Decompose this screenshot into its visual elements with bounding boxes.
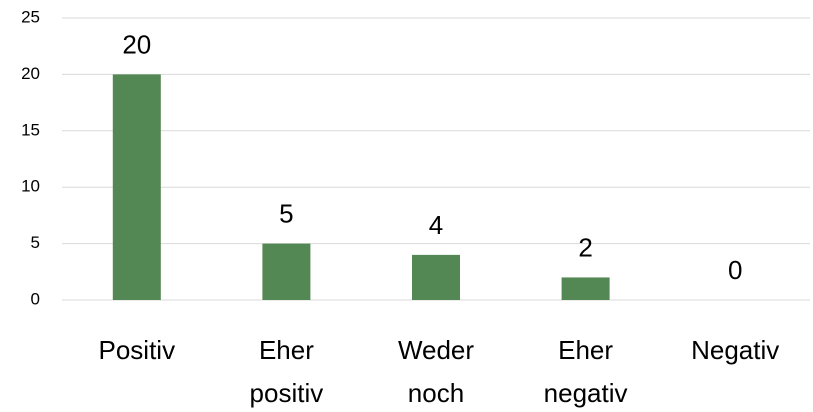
value-label: 20 (122, 29, 151, 59)
bar (262, 243, 311, 300)
x-tick-label: Eher positiv (250, 335, 324, 408)
x-tick-label: Positiv (99, 335, 176, 365)
value-label: 5 (279, 198, 293, 228)
y-tick-label: 0 (31, 289, 40, 308)
x-tick-label: Negativ (691, 335, 779, 365)
x-tick-label: Weder noch (398, 335, 474, 408)
value-label: 0 (728, 255, 742, 285)
y-tick-label: 20 (21, 64, 40, 83)
bar (561, 277, 610, 300)
bar (112, 74, 161, 301)
x-tick-label: Eher negativ (544, 335, 628, 408)
y-tick-label: 15 (21, 120, 40, 139)
y-tick-label: 10 (21, 177, 40, 196)
value-label: 2 (578, 232, 592, 262)
y-tick-label: 25 (21, 7, 40, 26)
value-label: 4 (429, 210, 443, 240)
y-tick-label: 5 (31, 233, 40, 252)
bar (412, 254, 460, 300)
